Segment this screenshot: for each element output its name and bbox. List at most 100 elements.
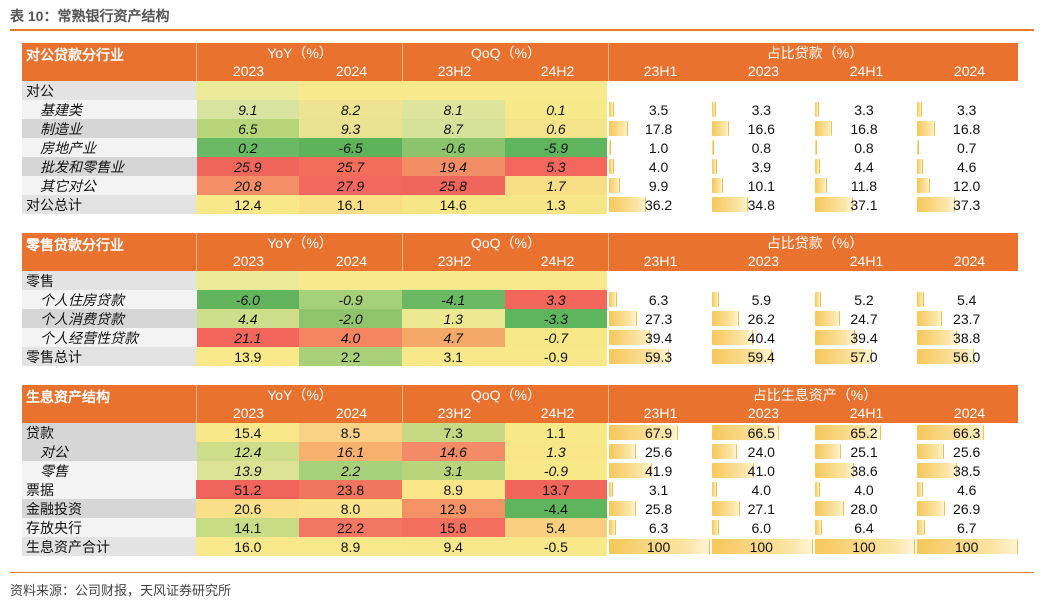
yoy-value: 20.6 bbox=[196, 499, 300, 518]
table-row: 零售 13.9 2.2 3.1 -0.9 41.9 41.0 38.6 38.5 bbox=[22, 461, 1019, 480]
yoy-value: 20.8 bbox=[196, 176, 300, 195]
share-value: 5.2 bbox=[812, 290, 916, 309]
share-bar bbox=[609, 482, 614, 497]
share-bar bbox=[711, 292, 719, 307]
share-value: 4.6 bbox=[915, 480, 1019, 499]
qoq-value: 4.7 bbox=[401, 328, 505, 347]
yoy-header: YoY（%） bbox=[267, 234, 333, 251]
year-header: 24H2 bbox=[540, 253, 575, 269]
share-text: 6.3 bbox=[648, 291, 669, 308]
share-text: 0.8 bbox=[751, 139, 772, 156]
share-text: 67.9 bbox=[644, 424, 673, 441]
row-label: 个人消费贷款 bbox=[40, 310, 124, 327]
share-text: 0.8 bbox=[854, 139, 874, 156]
share-text: 66.5 bbox=[747, 424, 775, 441]
share-text: 24.0 bbox=[747, 443, 775, 460]
share-bar bbox=[711, 197, 748, 212]
share-bar bbox=[814, 102, 819, 117]
share-value: 3.5 bbox=[607, 100, 710, 119]
footer-rule bbox=[10, 572, 1034, 573]
share-bar bbox=[814, 463, 855, 478]
qoq-header: QoQ（%） bbox=[470, 44, 541, 61]
share-value: 24.0 bbox=[709, 442, 813, 461]
share-text: 38.5 bbox=[953, 462, 981, 479]
share-value: 39.4 bbox=[812, 328, 916, 347]
table-row: 零售总计 13.9 2.2 3.1 -0.9 59.3 59.4 57.0 56.0 bbox=[22, 347, 1019, 366]
qoq-value: 25.8 bbox=[401, 176, 505, 195]
year-header: 2023 bbox=[747, 405, 780, 421]
qoq-value: -0.9 bbox=[504, 461, 608, 480]
share-bar bbox=[814, 292, 821, 307]
share-value: 28.0 bbox=[812, 499, 916, 518]
empty-cell bbox=[196, 271, 300, 290]
share-value: 37.3 bbox=[915, 195, 1019, 214]
empty-cell bbox=[607, 81, 710, 100]
share-text: 3.1 bbox=[648, 481, 669, 498]
share-bar bbox=[814, 444, 841, 459]
share-value: 6.7 bbox=[915, 518, 1019, 537]
share-value: 24.7 bbox=[812, 309, 916, 328]
share-bar bbox=[609, 501, 636, 516]
table-row: 存放央行 14.1 22.2 15.8 5.4 6.3 6.0 6.4 6.7 bbox=[22, 518, 1019, 537]
share-text: 4.6 bbox=[956, 481, 977, 498]
share-bar bbox=[814, 520, 822, 535]
yoy-value: 51.2 bbox=[196, 480, 300, 499]
share-text: 11.8 bbox=[850, 177, 878, 194]
year-header: 24H2 bbox=[540, 405, 575, 421]
year-header: 23H1 bbox=[643, 63, 678, 79]
share-bar bbox=[711, 539, 813, 554]
qoq-value: 1.3 bbox=[401, 309, 505, 328]
yoy-value: 9.3 bbox=[299, 119, 402, 138]
share-text: 25.6 bbox=[644, 443, 673, 460]
qoq-value: 5.3 bbox=[504, 157, 608, 176]
year-header: 2024 bbox=[335, 253, 368, 269]
share-bar bbox=[917, 121, 936, 136]
header-divider bbox=[402, 233, 403, 271]
share-value: 10.1 bbox=[709, 176, 813, 195]
row-label: 零售 bbox=[40, 462, 68, 479]
share-text: 37.1 bbox=[850, 196, 878, 213]
year-header: 2024 bbox=[335, 63, 368, 79]
share-bar bbox=[917, 539, 1018, 554]
share-text: 16.8 bbox=[953, 120, 981, 137]
share-value: 38.5 bbox=[915, 461, 1019, 480]
yoy-value: 13.9 bbox=[196, 461, 300, 480]
share-bar bbox=[814, 178, 828, 193]
share-text: 16.6 bbox=[747, 120, 775, 137]
share-bar bbox=[917, 140, 920, 155]
share-value: 11.8 bbox=[812, 176, 916, 195]
row-label: 金融投资 bbox=[26, 500, 82, 517]
share-bar bbox=[609, 520, 617, 535]
year-header: 2023 bbox=[747, 253, 780, 269]
yoy-value: 8.9 bbox=[299, 537, 402, 556]
share-text: 12.0 bbox=[953, 177, 981, 194]
group-label: 零售 bbox=[26, 272, 54, 289]
qoq-value: -0.7 bbox=[504, 328, 608, 347]
share-value: 100 bbox=[915, 537, 1019, 556]
yoy-value: 8.5 bbox=[299, 423, 402, 442]
share-text: 6.0 bbox=[751, 519, 771, 536]
yoy-value: 4.4 bbox=[196, 309, 300, 328]
qoq-value: 7.3 bbox=[401, 423, 505, 442]
table-row: 贷款 15.4 8.5 7.3 1.1 67.9 66.5 65.2 66.3 bbox=[22, 423, 1019, 442]
header-divider bbox=[196, 385, 197, 423]
empty-cell bbox=[607, 271, 710, 290]
empty-cell bbox=[299, 271, 402, 290]
share-text: 41.9 bbox=[644, 462, 673, 479]
qoq-value: 12.9 bbox=[401, 499, 505, 518]
share-value: 3.3 bbox=[812, 100, 916, 119]
qoq-value: 3.3 bbox=[504, 290, 608, 309]
group-row: 对公 bbox=[22, 81, 1019, 100]
qoq-value: 14.6 bbox=[401, 195, 505, 214]
empty-cell bbox=[709, 271, 813, 290]
yoy-value: 14.1 bbox=[196, 518, 300, 537]
share-value: 59.4 bbox=[709, 347, 813, 366]
share-value: 4.0 bbox=[607, 157, 710, 176]
share-bar bbox=[711, 482, 717, 497]
year-header: 2023 bbox=[232, 405, 265, 421]
share-value: 3.9 bbox=[709, 157, 813, 176]
share-value: 38.6 bbox=[812, 461, 916, 480]
year-header: 23H2 bbox=[437, 63, 472, 79]
share-bar bbox=[609, 178, 621, 193]
share-text: 4.4 bbox=[854, 158, 874, 175]
